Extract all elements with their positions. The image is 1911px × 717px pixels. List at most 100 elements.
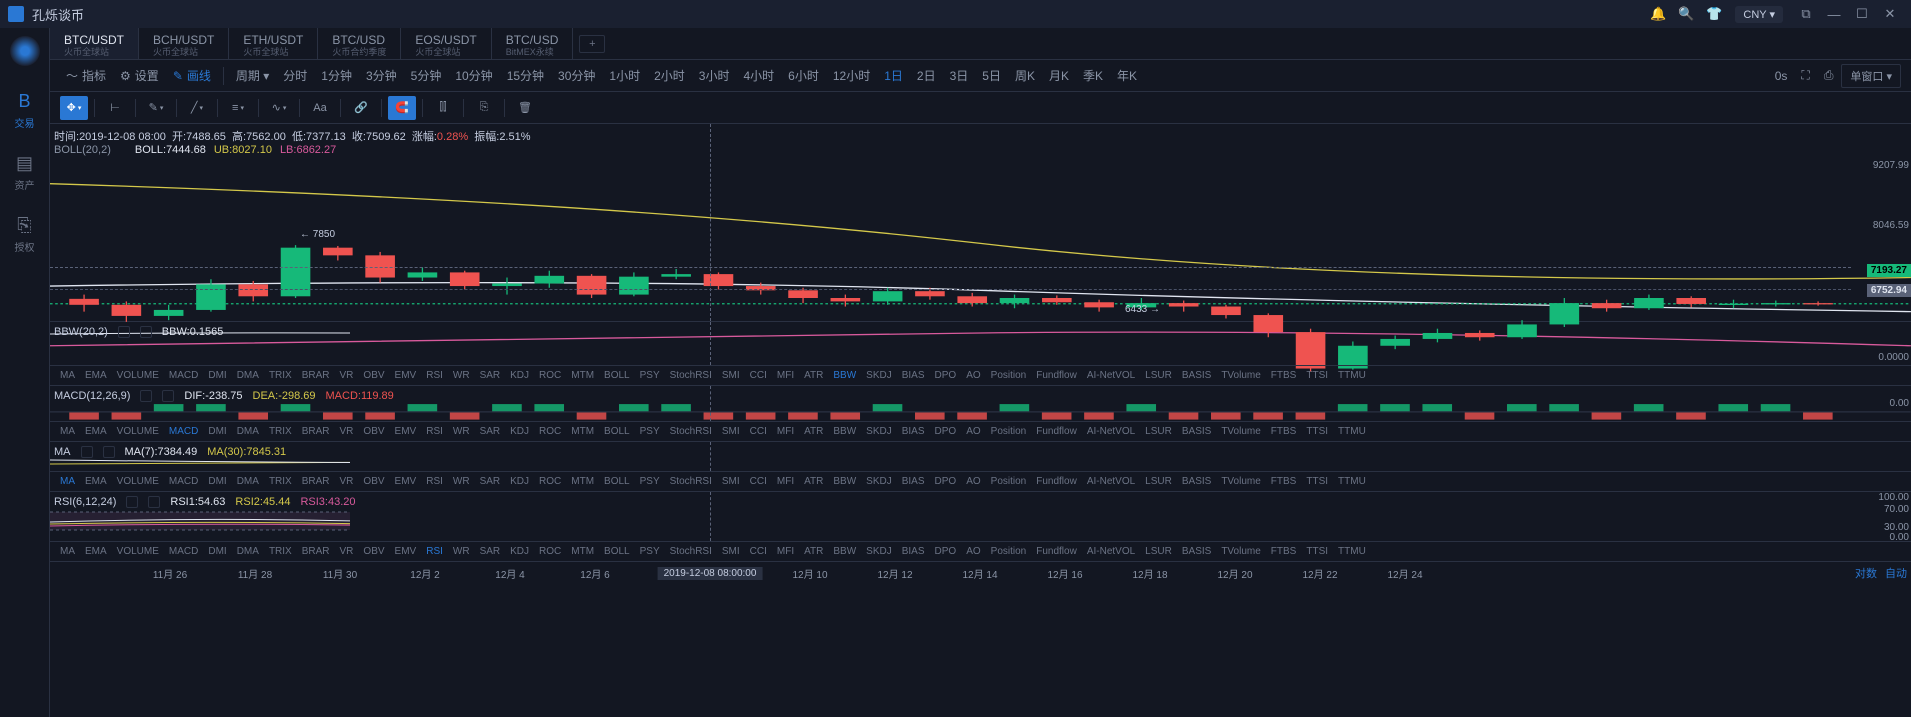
period-button[interactable]: 4小时 (737, 64, 780, 87)
indicator-tab-obv[interactable]: OBV (363, 546, 384, 557)
indicator-tab-obv[interactable]: OBV (363, 476, 384, 487)
indicator-tab-fundflow[interactable]: Fundflow (1036, 476, 1077, 487)
indicator-tab-wr[interactable]: WR (453, 476, 470, 487)
indicator-tab-ftbs[interactable]: FTBS (1271, 476, 1297, 487)
symbol-tab[interactable]: BTC/USDT火币全球站 (50, 28, 139, 59)
indicator-tab-psy[interactable]: PSY (640, 476, 660, 487)
popout-icon[interactable]: ⧉ (1793, 1, 1819, 27)
trash-tool[interactable]: 🗑 (511, 96, 539, 120)
shirt-icon[interactable]: 👕 (1701, 1, 1727, 27)
ruler-tool[interactable]: ⊢ (101, 96, 129, 120)
indicator-tab-tvolume[interactable]: TVolume (1221, 476, 1260, 487)
indicator-tab-skdj[interactable]: SKDJ (866, 476, 892, 487)
indicator-tab-mtm[interactable]: MTM (571, 476, 594, 487)
period-button[interactable]: 3日 (944, 64, 975, 87)
period-button[interactable]: 30分钟 (552, 64, 601, 87)
rsi-panel[interactable]: RSI(6,12,24) RSI1:54.63 RSI2:45.44 RSI3:… (50, 492, 1911, 542)
indicator-tab-ttsi[interactable]: TTSI (1306, 546, 1328, 557)
period-button[interactable]: 2小时 (648, 64, 691, 87)
indicator-tab-bias[interactable]: BIAS (902, 476, 925, 487)
indicator-tab-psy[interactable]: PSY (640, 546, 660, 557)
period-button[interactable]: 月K (1043, 64, 1075, 87)
close-indicator-icon[interactable] (162, 390, 174, 402)
period-button[interactable]: 3分钟 (360, 64, 403, 87)
indicator-tab-ao[interactable]: AO (966, 546, 980, 557)
period-button[interactable]: 季K (1077, 64, 1109, 87)
indicator-tab-smi[interactable]: SMI (722, 476, 740, 487)
indicator-tab-atr[interactable]: ATR (804, 546, 823, 557)
bell-icon[interactable]: 🔔 (1645, 1, 1671, 27)
indicator-tab-ftbs[interactable]: FTBS (1271, 546, 1297, 557)
indicator-tab-dpo[interactable]: DPO (935, 546, 957, 557)
indicator-tab-wr[interactable]: WR (453, 546, 470, 557)
period-button[interactable]: 1分钟 (315, 64, 358, 87)
sidebar-item-assets[interactable]: ▤ 资产 (4, 148, 46, 196)
indicator-tab-mfi[interactable]: MFI (777, 546, 794, 557)
magnet-tool[interactable]: 🧲 (388, 96, 416, 120)
add-tab-button[interactable]: + (579, 35, 605, 53)
indicator-tab-ai-netvol[interactable]: AI-NetVOL (1087, 546, 1135, 557)
maximize-icon[interactable]: ☐ (1849, 1, 1875, 27)
close-indicator-icon[interactable] (140, 326, 152, 338)
auto-scale-button[interactable]: 自动 (1885, 565, 1907, 581)
settings-button[interactable]: ⚙设置 (114, 64, 165, 87)
indicator-tab-stochrsi[interactable]: StochRSI (670, 546, 712, 557)
indicator-tab-kdj[interactable]: KDJ (510, 476, 529, 487)
close-indicator-icon[interactable] (103, 446, 115, 458)
log-scale-button[interactable]: 对数 (1855, 565, 1877, 581)
indicator-tab-mfi[interactable]: MFI (777, 476, 794, 487)
trendline-tool[interactable]: ╱▾ (183, 96, 211, 120)
indicator-tab-ttmu[interactable]: TTMU (1338, 546, 1366, 557)
indicator-tab-roc[interactable]: ROC (539, 476, 561, 487)
close-indicator-icon[interactable] (148, 496, 160, 508)
eye-icon[interactable] (118, 326, 130, 338)
indicator-tab-emv[interactable]: EMV (395, 476, 417, 487)
ma-panel[interactable]: MA MA(7):7384.49 MA(30):7845.31 (50, 442, 1911, 472)
indicator-tab-basis[interactable]: BASIS (1182, 476, 1211, 487)
symbol-tab[interactable]: BTC/USDBitMEX永续 (492, 28, 574, 59)
indicator-tab-sar[interactable]: SAR (480, 546, 501, 557)
link-tool[interactable]: 🔗 (347, 96, 375, 120)
refresh-timer[interactable]: 0s (1769, 66, 1794, 86)
wave-tool[interactable]: ∿▾ (265, 96, 293, 120)
period-button[interactable]: 1小时 (603, 64, 646, 87)
hline-tool[interactable]: ≡▾ (224, 96, 252, 120)
indicator-tab-bias[interactable]: BIAS (902, 546, 925, 557)
bbw-panel[interactable]: BBW(20,2) BBW:0.1565 0.0000 (50, 322, 1911, 366)
indicator-tab-ai-netvol[interactable]: AI-NetVOL (1087, 476, 1135, 487)
period-button[interactable]: 分时 (277, 64, 313, 87)
indicator-tab-lsur[interactable]: LSUR (1145, 546, 1172, 557)
indicator-tab-dpo[interactable]: DPO (935, 476, 957, 487)
indicator-button[interactable]: 〜指标 (60, 64, 112, 87)
indicator-tab-atr[interactable]: ATR (804, 476, 823, 487)
indicator-tab-cci[interactable]: CCI (750, 476, 767, 487)
currency-selector[interactable]: CNY ▾ (1735, 6, 1783, 23)
text-tool[interactable]: Aa (306, 96, 334, 120)
indicator-tab-stochrsi[interactable]: StochRSI (670, 476, 712, 487)
main-chart-panel[interactable]: 时间:2019-12-08 08:00 开:7488.65 高:7562.00 … (50, 124, 1911, 322)
sidebar-item-auth[interactable]: ⎘ 授权 (4, 210, 46, 258)
sidebar-item-trade[interactable]: B 交易 (4, 86, 46, 134)
copy-tool[interactable]: ⎘ (470, 96, 498, 120)
period-button[interactable]: 12小时 (827, 64, 876, 87)
window-mode-selector[interactable]: 单窗口 ▾ (1841, 64, 1901, 88)
indicator-tab-tvolume[interactable]: TVolume (1221, 546, 1260, 557)
eye-icon[interactable] (126, 496, 138, 508)
indicator-tab-mtm[interactable]: MTM (571, 546, 594, 557)
search-icon[interactable]: 🔍 (1673, 1, 1699, 27)
indicator-tab-roc[interactable]: ROC (539, 546, 561, 557)
period-button[interactable]: 10分钟 (449, 64, 498, 87)
candle-tool[interactable]: ⫿⫿ (429, 96, 457, 120)
brand-circle-icon[interactable] (10, 36, 40, 66)
period-button[interactable]: 5分钟 (405, 64, 448, 87)
indicator-tab-sar[interactable]: SAR (480, 476, 501, 487)
close-icon[interactable]: ✕ (1877, 1, 1903, 27)
period-dropdown[interactable]: 周期 ▾ (230, 64, 275, 87)
indicator-tab-fundflow[interactable]: Fundflow (1036, 546, 1077, 557)
indicator-tab-position[interactable]: Position (991, 476, 1027, 487)
indicator-tab-cci[interactable]: CCI (750, 546, 767, 557)
indicator-tab-boll[interactable]: BOLL (604, 546, 630, 557)
symbol-tab[interactable]: BTC/USD火币合约季度 (318, 28, 401, 59)
indicator-tab-rsi[interactable]: RSI (426, 546, 443, 557)
indicator-tab-ttmu[interactable]: TTMU (1338, 476, 1366, 487)
